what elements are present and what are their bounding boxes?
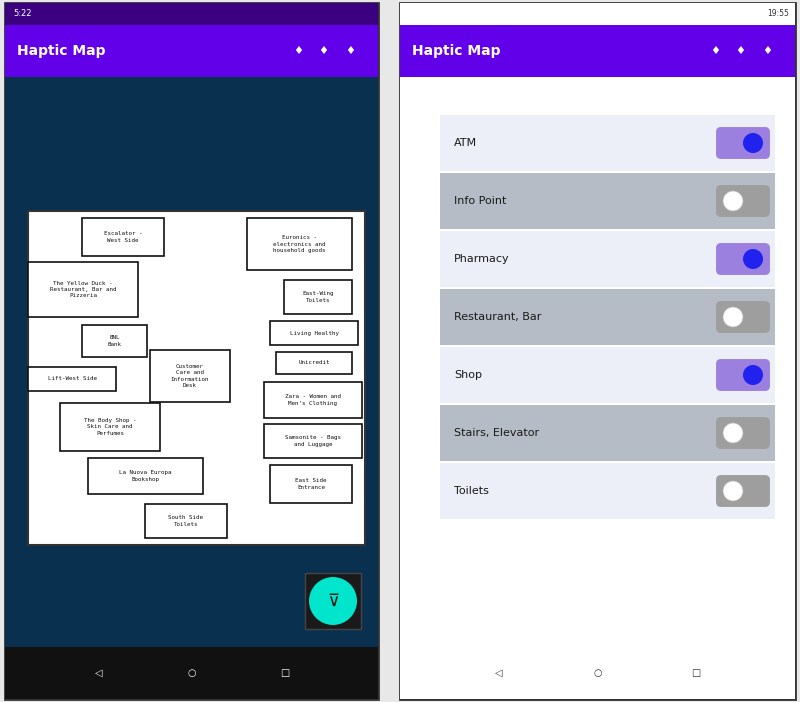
Text: Haptic Map: Haptic Map	[412, 44, 501, 58]
Bar	[5, 647, 378, 699]
Text: Unicredit: Unicredit	[298, 361, 330, 366]
FancyBboxPatch shape	[716, 417, 770, 449]
Text: ◁: ◁	[495, 668, 502, 678]
Text: La Nuova Europa
Bookshop: La Nuova Europa Bookshop	[119, 470, 172, 482]
Circle shape	[743, 365, 763, 385]
Bar	[440, 463, 775, 519]
Bar	[400, 77, 795, 647]
Text: Info Point: Info Point	[454, 196, 506, 206]
Text: Haptic Map: Haptic Map	[17, 44, 106, 58]
Text: Customer
Care and
Information
Desk: Customer Care and Information Desk	[170, 364, 210, 388]
Bar	[145, 504, 227, 538]
Text: ♦: ♦	[318, 46, 328, 56]
Text: Zara - Women and
Men's Clothing: Zara - Women and Men's Clothing	[285, 395, 341, 406]
Bar	[28, 211, 365, 545]
Text: Escalator -
West Side: Escalator - West Side	[104, 232, 142, 243]
Text: The Body Shop -
Skin Care and
Perfumes: The Body Shop - Skin Care and Perfumes	[84, 418, 136, 436]
Bar	[440, 173, 775, 229]
Text: South Side
Toilets: South Side Toilets	[169, 515, 203, 526]
Text: ◁: ◁	[94, 668, 102, 678]
Bar	[270, 321, 358, 345]
Text: Stairs, Elevator: Stairs, Elevator	[454, 428, 539, 438]
Bar	[400, 647, 795, 699]
Circle shape	[309, 577, 357, 625]
FancyBboxPatch shape	[716, 301, 770, 333]
Bar	[400, 3, 795, 25]
Bar	[28, 262, 138, 317]
Bar	[5, 3, 378, 699]
FancyBboxPatch shape	[716, 359, 770, 391]
FancyBboxPatch shape	[716, 243, 770, 275]
Text: The Yellow Duck -
Restaurant, Bar and
Pizzeria: The Yellow Duck - Restaurant, Bar and Pi…	[50, 281, 116, 298]
Text: Living Healthy: Living Healthy	[290, 331, 338, 336]
Circle shape	[723, 423, 743, 443]
Text: ♦: ♦	[710, 46, 720, 56]
Circle shape	[723, 307, 743, 327]
Bar	[88, 458, 203, 494]
Text: Samsonite - Bags
and Luggage: Samsonite - Bags and Luggage	[285, 435, 341, 446]
Text: □: □	[280, 668, 290, 678]
Text: 19:55: 19:55	[767, 10, 789, 18]
Bar	[440, 289, 775, 345]
Text: Restaurant, Bar: Restaurant, Bar	[454, 312, 542, 322]
Bar	[440, 347, 775, 403]
Text: ♦: ♦	[345, 46, 355, 56]
Bar	[82, 325, 147, 357]
Circle shape	[723, 481, 743, 501]
Bar	[82, 218, 164, 256]
Bar	[247, 218, 352, 270]
FancyBboxPatch shape	[716, 185, 770, 217]
Text: Pharmacy: Pharmacy	[454, 254, 510, 264]
Bar	[5, 77, 378, 647]
Text: ○: ○	[594, 668, 602, 678]
Bar	[264, 424, 362, 458]
Text: Shop: Shop	[454, 370, 482, 380]
FancyBboxPatch shape	[716, 127, 770, 159]
Text: ♦: ♦	[293, 46, 303, 56]
Bar	[284, 280, 352, 314]
Bar	[60, 403, 160, 451]
Text: ATM: ATM	[454, 138, 477, 148]
Text: Toilets: Toilets	[454, 486, 489, 496]
Bar	[440, 405, 775, 461]
Bar	[5, 3, 378, 25]
Bar	[5, 25, 378, 77]
Text: □: □	[692, 668, 701, 678]
Circle shape	[743, 249, 763, 269]
Text: Lift-West Side: Lift-West Side	[47, 376, 97, 381]
Bar	[440, 231, 775, 287]
Text: 5:22: 5:22	[13, 10, 31, 18]
Bar	[440, 115, 775, 171]
Circle shape	[743, 133, 763, 153]
Text: ○: ○	[187, 668, 196, 678]
Bar	[28, 367, 116, 391]
Circle shape	[723, 191, 743, 211]
Text: ♦: ♦	[735, 46, 745, 56]
Text: ♦: ♦	[762, 46, 772, 56]
Bar	[276, 352, 352, 374]
Bar	[400, 3, 795, 699]
Text: East Side
Entrance: East Side Entrance	[295, 478, 326, 489]
Bar	[400, 25, 795, 77]
Text: BNL
Bank: BNL Bank	[107, 336, 122, 347]
Text: Euronics -
electronics and
household goods: Euronics - electronics and household goo…	[274, 235, 326, 253]
Text: East-Wing
Toilets: East-Wing Toilets	[302, 291, 334, 303]
FancyBboxPatch shape	[716, 475, 770, 507]
Text: ⊽: ⊽	[327, 592, 339, 610]
Bar	[270, 465, 352, 503]
Bar	[264, 382, 362, 418]
Bar	[305, 573, 361, 629]
Bar	[150, 350, 230, 402]
